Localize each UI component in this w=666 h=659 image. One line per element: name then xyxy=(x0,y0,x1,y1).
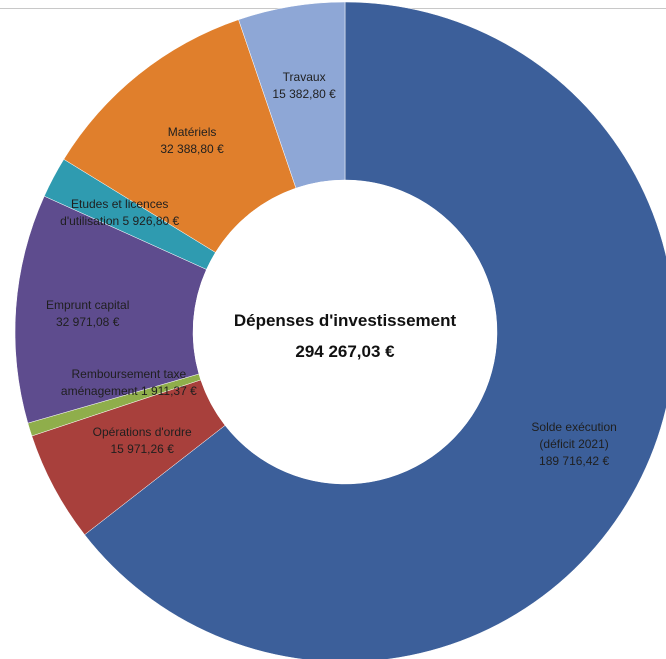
slice-label-solde-execution-deficit-2021: Solde exécution (déficit 2021) 189 716,42 … xyxy=(531,420,616,468)
donut-hole xyxy=(193,180,497,484)
slice-label-operations-d-ordre: Opérations d'ordre 15 971,26 € xyxy=(93,425,192,456)
slices-group xyxy=(14,1,666,659)
slice-label-etudes-et-licences-d-utilisation: Etudes et licences d'utilisation 5 926,80… xyxy=(60,197,179,228)
slice-label-emprunt-capital: Emprunt capital 32 971,08 € xyxy=(46,298,129,329)
center-total: 294 267,03 € xyxy=(295,342,395,361)
slice-label-remboursement-taxe-amenagement: Remboursement taxe aménagement 1 911,37 € xyxy=(61,367,197,398)
center-title: Dépenses d'investissement xyxy=(234,311,457,330)
slice-label-materiels: Matériels 32 388,80 € xyxy=(160,125,224,156)
slice-label-travaux: Travaux 15 382,80 € xyxy=(272,70,336,101)
labels-group: Solde exécution (déficit 2021) 189 716,42 … xyxy=(46,70,617,468)
